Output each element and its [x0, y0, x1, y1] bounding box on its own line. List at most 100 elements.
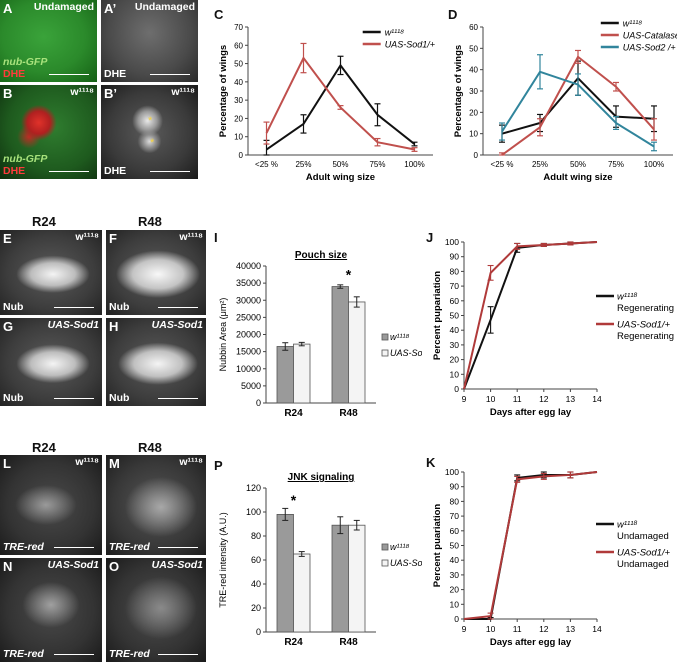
y-tick-label: 10 [234, 133, 243, 142]
legend-label: w¹¹¹⁸ [623, 19, 642, 29]
scale-bar [54, 307, 94, 308]
panel-L-image: w¹¹¹⁸ TRE-red [0, 455, 102, 555]
panel-A-label-gfp: nub-GFP [3, 56, 48, 68]
legend-sublabel: Regenerating [617, 303, 674, 314]
panel-E-image: w¹¹¹⁸ Nub [0, 230, 102, 315]
panel-B2-label: DHE [104, 165, 127, 177]
x-axis-label: Adult wing size [306, 172, 375, 183]
legend-sublabel: Undamaged [617, 559, 669, 570]
series-line [463, 471, 598, 620]
y-tick-label: 30 [469, 87, 478, 96]
panel-B-label-dhe: DHE [3, 165, 26, 177]
panel-letter-I: I [214, 230, 218, 245]
y-tick-label: 60 [251, 555, 261, 565]
panel-letter-C: C [214, 7, 224, 22]
y-tick-label: 40 [450, 555, 460, 565]
x-tick-label: <25 % [491, 160, 514, 169]
y-tick-label: 100 [445, 467, 459, 477]
significance-asterisk: * [291, 492, 297, 508]
y-tick-label: 40000 [236, 261, 261, 271]
y-tick-label: 40 [450, 325, 460, 335]
panel-H-image: UAS-Sod1 Nub [106, 318, 206, 406]
x-tick-label: 100% [644, 160, 664, 169]
y-tick-label: 40 [251, 579, 261, 589]
legend-label: UAS-Sod2 /+ [623, 43, 676, 53]
y-tick-label: 0 [239, 151, 244, 160]
x-tick-label: 12 [539, 624, 549, 634]
y-tick-label: 15000 [236, 347, 261, 357]
y-tick-label: 60 [450, 526, 460, 536]
y-tick-label: 0 [256, 398, 261, 408]
panel-L-label: TRE-red [3, 541, 44, 553]
scale-bar [158, 398, 198, 399]
y-tick-label: 60 [450, 296, 460, 306]
legend-label: UAS-Sod1/+ [390, 348, 422, 358]
y-tick-label: 80 [251, 531, 261, 541]
y-tick-label: 80 [450, 496, 460, 506]
legend-label: UAS-Catalase /+ [623, 31, 677, 41]
series-line [464, 471, 598, 620]
panel-G-image: UAS-Sod1 Nub [0, 318, 102, 406]
panel-B2-title: w¹¹¹⁸ [171, 86, 195, 98]
panel-O-image: UAS-Sod1 TRE-red [106, 558, 206, 662]
bar [331, 524, 349, 633]
x-tick-label: 10 [486, 624, 496, 634]
panel-A-title: Undamaged [33, 1, 94, 13]
series-line [463, 241, 598, 390]
y-tick-label: 35000 [236, 278, 261, 288]
x-tick-label: R24 [284, 637, 303, 648]
y-axis-label: Percentage of wings [218, 45, 229, 137]
panel-N-label: TRE-red [3, 648, 44, 660]
panel-letter-D: D [448, 7, 458, 22]
y-tick-label: 30 [234, 96, 243, 105]
x-tick-label: 14 [592, 394, 602, 404]
y-tick-label: 40 [234, 78, 243, 87]
y-axis-label: Percent pupariation [432, 271, 443, 360]
y-tick-label: 30 [450, 570, 460, 580]
y-tick-label: 0 [474, 151, 479, 160]
x-tick-label: 11 [513, 394, 522, 404]
x-tick-label: 13 [566, 394, 576, 404]
y-tick-label: 10 [450, 599, 460, 609]
y-tick-label: 120 [246, 483, 261, 493]
chart-title: Pouch size [295, 250, 348, 261]
panel-letter-A: A [3, 1, 13, 16]
legend-label: UAS-Sod1/+ [617, 320, 671, 331]
panel-N-title: UAS-Sod1 [47, 559, 99, 571]
panel-E-label: Nub [3, 301, 24, 313]
panel-letter-L: L [3, 456, 11, 471]
panel-letter-K: K [426, 455, 436, 470]
x-axis-label: Adult wing size [543, 172, 612, 183]
legend-label: UAS-Sod1/+ [385, 40, 435, 50]
panel-A-label-dhe: DHE [3, 68, 26, 80]
legend-swatch [381, 559, 389, 567]
panel-F-image: w¹¹¹⁸ Nub [106, 230, 206, 315]
panel-M-title: w¹¹¹⁸ [179, 456, 203, 468]
chart-K: 0 10 20 30 40 50 60 70 80 90 100 9 10 11 12 13 14 Days af… [432, 467, 671, 648]
y-tick-label: 100 [246, 507, 261, 517]
panel-M-image: w¹¹¹⁸ TRE-red [106, 455, 206, 555]
x-tick-label: R48 [339, 408, 358, 419]
x-tick-label: 11 [513, 624, 522, 634]
y-tick-label: 40 [469, 66, 478, 75]
x-tick-label: 13 [566, 624, 576, 634]
panel-letter-A2: A’ [104, 1, 117, 16]
scale-bar [150, 74, 190, 75]
bar [348, 524, 366, 633]
x-tick-label: 50% [570, 160, 586, 169]
x-tick-label: 25% [295, 160, 311, 169]
x-tick-label: 10 [486, 394, 496, 404]
y-tick-label: 60 [469, 23, 478, 32]
y-tick-label: 5000 [241, 381, 261, 391]
y-tick-label: 70 [450, 281, 460, 291]
panel-B-title: w¹¹¹⁸ [70, 86, 94, 98]
x-tick-label: <25 % [255, 160, 278, 169]
panel-letter-E: E [3, 231, 12, 246]
panel-B2-image: w¹¹¹⁸ DHE * * [101, 85, 198, 179]
x-tick-label: 9 [462, 394, 467, 404]
x-axis-label: Days after egg lay [490, 637, 572, 648]
y-tick-label: 50 [450, 311, 460, 321]
y-tick-label: 10 [469, 130, 478, 139]
x-tick-label: 75% [608, 160, 624, 169]
